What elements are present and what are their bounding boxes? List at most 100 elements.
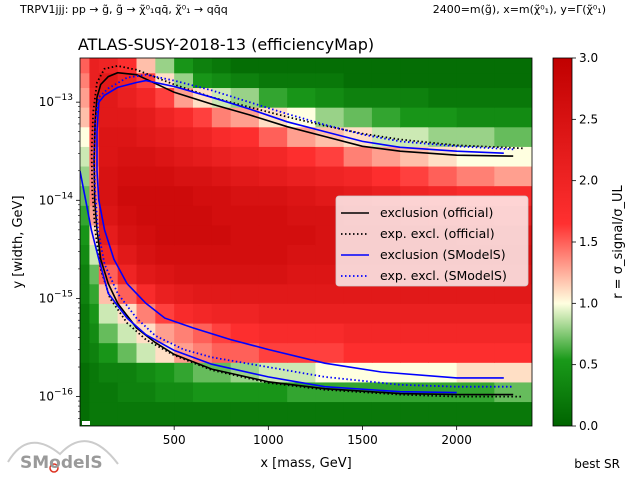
heatmap-cell (155, 205, 175, 226)
heatmap-cell (230, 322, 260, 344)
heatmap-cell (211, 146, 232, 167)
heatmap-cell (494, 342, 532, 363)
heatmap-cell (428, 87, 458, 108)
heatmap-cell (174, 107, 194, 128)
heatmap-cell (155, 362, 175, 383)
heatmap-cell (343, 401, 373, 426)
heatmap-cell (315, 401, 345, 426)
heatmap-cell (371, 322, 401, 344)
heatmap-cell (258, 401, 288, 426)
heatmap-cell (230, 205, 260, 226)
heatmap-cell (174, 381, 194, 403)
heatmap-cell (315, 381, 345, 403)
heatmap-cell (174, 362, 194, 383)
heatmap-cell (343, 58, 373, 74)
heatmap-cell (230, 224, 260, 246)
colorbar-tick-label: 1.0 (579, 296, 598, 310)
heatmap-cell (155, 87, 175, 108)
heatmap-cell (193, 107, 213, 128)
heatmap-cell (456, 303, 495, 324)
heatmap-cell (174, 303, 194, 324)
heatmap-cell (456, 381, 495, 403)
heatmap-cell (456, 165, 495, 187)
heatmap-cell (371, 303, 401, 324)
heatmap-cell (117, 126, 138, 147)
heatmap-cell (80, 205, 91, 226)
heatmap-cell (174, 87, 194, 108)
heatmap-cell (98, 322, 119, 344)
heatmap-cell (287, 107, 317, 128)
heatmap-cell (258, 224, 288, 246)
heatmap-cell (80, 362, 91, 383)
heatmap-cell (89, 224, 100, 246)
heatmap-cell (174, 264, 194, 285)
colorbar-tick-label: 2.5 (579, 112, 598, 126)
heatmap-cell (155, 264, 175, 285)
logo-dot-icon (49, 463, 59, 473)
heatmap-cell (287, 224, 317, 246)
heatmap-cell (315, 322, 345, 344)
heatmap-cell (315, 165, 345, 187)
heatmap-cell (343, 381, 373, 403)
heatmap-cell (456, 322, 495, 344)
heatmap-cell (230, 185, 260, 206)
colorbar: 0.0 0.5 1.0 1.5 2.0 2.5 3.0 r = σ_signal/σ_UL (552, 51, 626, 433)
header-process: TRPV1jjj: pp → g̃, g̃ → χ̃⁰₁qq̄, χ̃⁰₁ → … (20, 3, 228, 16)
heatmap-cell (98, 205, 119, 226)
heatmap-cell (494, 283, 532, 304)
heatmap-cell (287, 342, 317, 363)
heatmap-cell (343, 362, 373, 383)
heatmap-cell (117, 401, 138, 426)
heatmap-cell (80, 146, 91, 167)
heatmap-cell (315, 87, 345, 108)
heatmap-cell (287, 165, 317, 187)
heatmap-cell (230, 58, 260, 74)
colorbar-tick-label: 1.5 (579, 235, 598, 249)
heatmap-cell (230, 264, 260, 285)
plot-frame (79, 57, 533, 427)
heatmap-cell (211, 381, 232, 403)
plot-corner-mark (82, 421, 90, 425)
heatmap-cell (428, 322, 458, 344)
y-tick-label: 10−13 (39, 93, 73, 109)
heatmap-cell (193, 342, 213, 363)
legend-label: exp. excl. (SModelS) (380, 268, 507, 283)
logo-swoosh (7, 440, 119, 465)
heatmap-cell (98, 342, 119, 363)
colorbar-gradient (552, 57, 573, 427)
heatmap-cell (287, 72, 317, 89)
heatmap-cell (80, 401, 91, 426)
heatmap-cell (155, 283, 175, 304)
heatmap-cell (258, 303, 288, 324)
heatmap-cell (371, 165, 401, 187)
heatmap-cell (287, 303, 317, 324)
heatmap-cell (211, 244, 232, 265)
heatmap-cell (258, 381, 288, 403)
heatmap-cell (315, 283, 345, 304)
heatmap-cell (258, 72, 288, 89)
heatmap-cell (80, 107, 91, 128)
heatmap-cell (230, 72, 260, 89)
y-axis-ticks: 10−13 10−14 10−15 10−16 (39, 93, 80, 419)
heatmap-cell (494, 322, 532, 344)
heatmap-cell (89, 283, 100, 304)
heatmap-cell (230, 146, 260, 167)
heatmap-cell (98, 107, 119, 128)
heatmap-cell (211, 401, 232, 426)
heatmap-cell (193, 205, 213, 226)
heatmap-cell (98, 165, 119, 187)
heatmap-cell (136, 87, 156, 108)
legend-label: exclusion (SModelS) (380, 247, 506, 262)
heatmap-cell (400, 322, 430, 344)
heatmap-cell (371, 58, 401, 74)
heatmap-cell (174, 165, 194, 187)
heatmap-cell (371, 72, 401, 89)
heatmap-cell (174, 244, 194, 265)
heatmap-cell (98, 303, 119, 324)
heatmap-cell (230, 244, 260, 265)
y-tick-label: 10−14 (39, 191, 74, 207)
heatmap-cell (400, 165, 430, 187)
heatmap-cell (494, 401, 532, 426)
heatmap-cell (428, 342, 458, 363)
